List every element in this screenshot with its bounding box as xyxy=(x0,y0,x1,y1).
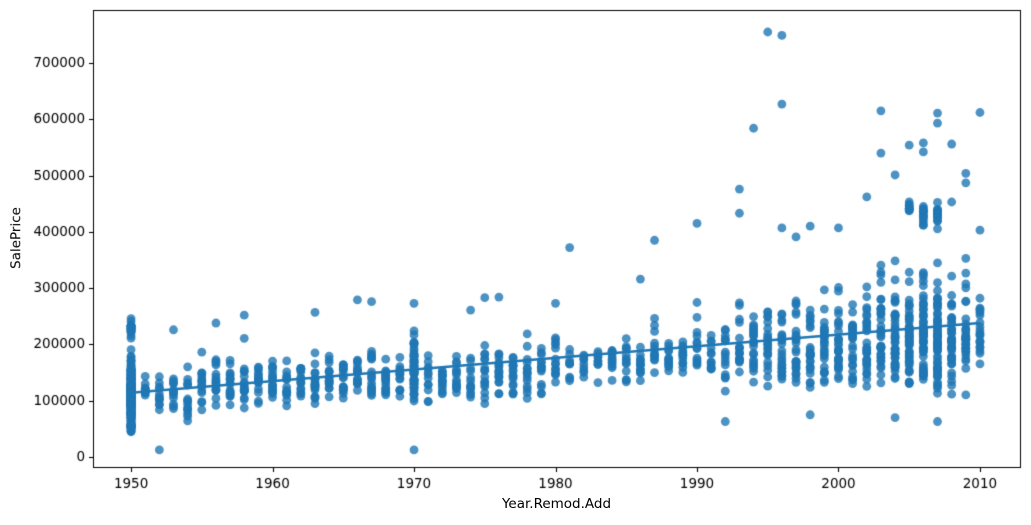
y-axis-label: SalePrice xyxy=(8,207,25,269)
x-axis-label: Year.Remod.Add xyxy=(501,496,612,512)
